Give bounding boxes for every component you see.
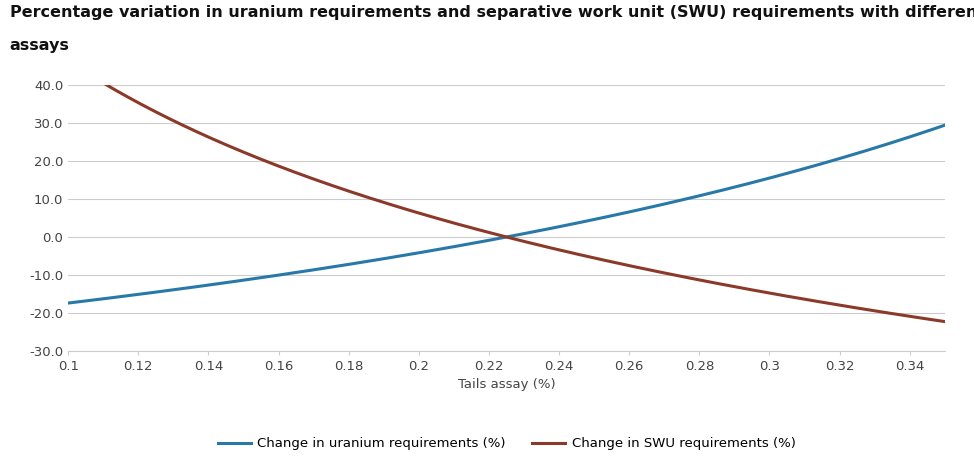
Change in uranium requirements (%) [478,238,490,244]
Line: Change in SWU requirements (%): Change in SWU requirements (%) [68,61,945,321]
Change in SWU requirements (%) [537,243,548,249]
Line: Change in uranium requirements (%): Change in uranium requirements (%) [68,125,945,303]
Change in SWU requirements (%) [478,228,490,234]
Change in uranium requirements (%) [62,300,74,306]
Change in SWU requirements (%) [62,58,74,64]
Change in SWU requirements (%) [781,293,793,299]
Change in uranium requirements (%) [939,122,951,128]
Text: Percentage variation in uranium requirements and separative work unit (SWU) requ: Percentage variation in uranium requirem… [10,5,974,20]
Change in uranium requirements (%) [781,171,793,176]
Change in SWU requirements (%) [918,316,929,321]
X-axis label: Tails assay (%): Tails assay (%) [458,378,555,392]
Change in SWU requirements (%) [484,230,496,236]
Change in SWU requirements (%) [939,319,951,324]
Change in SWU requirements (%) [584,254,596,260]
Change in uranium requirements (%) [918,129,929,135]
Change in uranium requirements (%) [484,237,496,243]
Change in uranium requirements (%) [584,218,596,223]
Text: assays: assays [10,38,69,53]
Legend: Change in uranium requirements (%), Change in SWU requirements (%): Change in uranium requirements (%), Chan… [212,432,801,455]
Change in uranium requirements (%) [537,227,548,233]
